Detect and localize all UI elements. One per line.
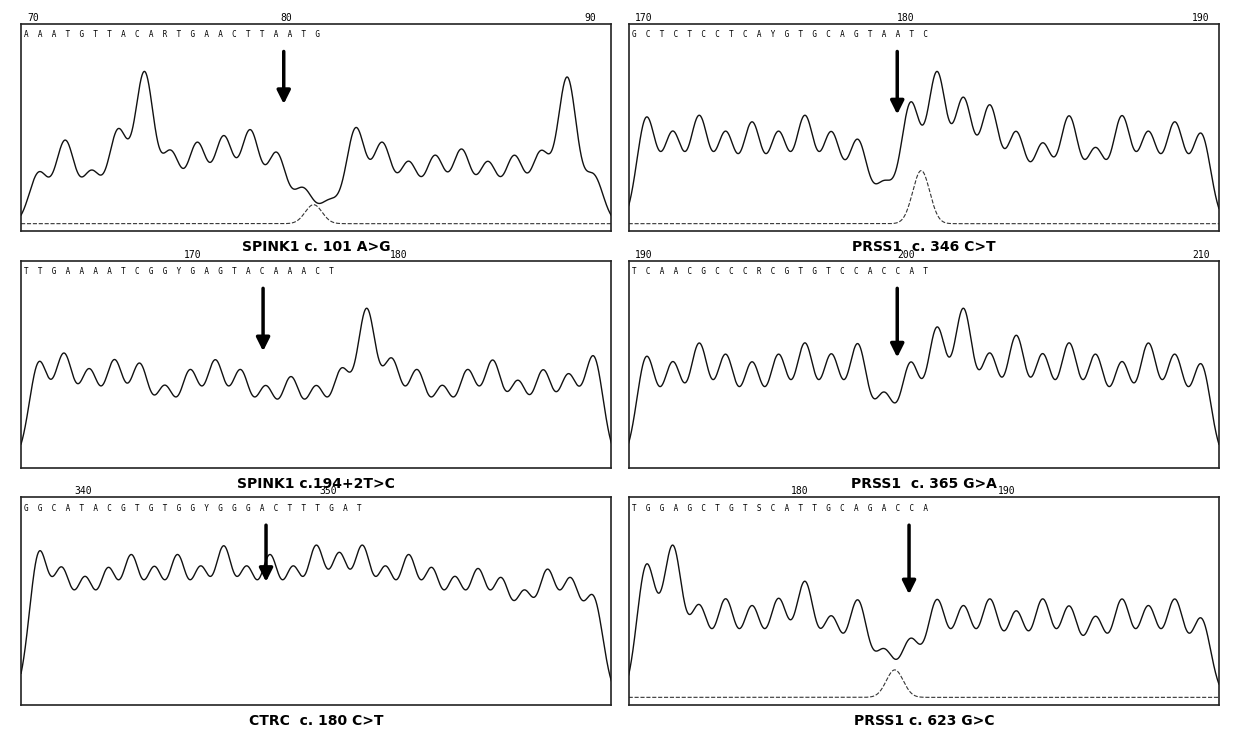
- Text: SPINK1 c.194+2T>C: SPINK1 c.194+2T>C: [237, 478, 396, 491]
- Text: T  T  G  A  A  A  A  T  C  G  G  Y  G  A  G  T  A  C  A  A  A  C  T: T T G A A A A T C G G Y G A G T A C A A …: [24, 267, 334, 276]
- Text: CTRC  c. 180 C>T: CTRC c. 180 C>T: [249, 714, 383, 728]
- Text: A  A  A  T  G  T  T  A  C  A  R  T  G  A  A  C  T  T  A  A  T  G: A A A T G T T A C A R T G A A C T T A A …: [24, 31, 320, 39]
- Text: G  G  C  A  T  A  C  G  T  G  T  G  G  Y  G  G  G  A  C  T  T  T  G  A  T: G G C A T A C G T G T G G Y G G G A C T …: [24, 504, 362, 513]
- Text: 170: 170: [635, 13, 652, 23]
- Text: SPINK1 c. 101 A>G: SPINK1 c. 101 A>G: [242, 240, 391, 254]
- Text: T  C  A  A  C  G  C  C  C  R  C  G  T  G  T  C  C  A  C  C  A  T: T C A A C G C C C R C G T G T C C A C C …: [631, 267, 928, 276]
- Text: 190: 190: [997, 487, 1016, 496]
- Text: 210: 210: [1193, 249, 1210, 260]
- Text: 190: 190: [635, 249, 652, 260]
- Text: 200: 200: [898, 249, 915, 260]
- Text: 340: 340: [74, 487, 92, 496]
- Text: PRSS1  c. 346 C>T: PRSS1 c. 346 C>T: [852, 240, 996, 254]
- Text: 90: 90: [585, 13, 596, 23]
- Text: PRSS1 c. 623 G>C: PRSS1 c. 623 G>C: [853, 714, 994, 728]
- Text: 180: 180: [389, 249, 408, 260]
- Text: 180: 180: [898, 13, 915, 23]
- Text: 70: 70: [27, 13, 38, 23]
- Text: 350: 350: [319, 487, 337, 496]
- Text: T  G  G  A  G  C  T  G  T  S  C  A  T  T  G  C  A  G  A  C  C  A: T G G A G C T G T S C A T T G C A G A C …: [631, 504, 928, 513]
- Text: 190: 190: [1193, 13, 1210, 23]
- Text: G  C  T  C  T  C  C  T  C  A  Y  G  T  G  C  A  G  T  A  A  T  C: G C T C T C C T C A Y G T G C A G T A A …: [631, 31, 928, 39]
- Text: 80: 80: [280, 13, 293, 23]
- Text: 180: 180: [791, 487, 808, 496]
- Text: PRSS1  c. 365 G>A: PRSS1 c. 365 G>A: [851, 478, 997, 491]
- Text: 170: 170: [184, 249, 201, 260]
